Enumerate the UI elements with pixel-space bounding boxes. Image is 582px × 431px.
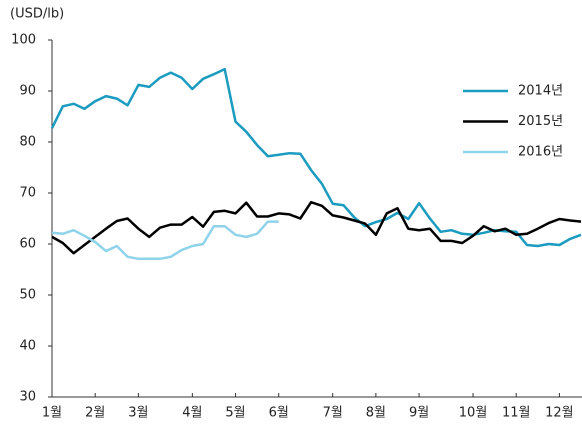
y-axis-label: (USD/lb) xyxy=(10,7,64,22)
legend-label: 2016년 xyxy=(518,145,563,160)
y-tick-label: 40 xyxy=(19,339,36,354)
series-line xyxy=(51,220,279,261)
y-tick-label: 100 xyxy=(11,33,36,48)
x-tick-label: 3월 xyxy=(128,406,148,421)
y-tick-label: 60 xyxy=(19,237,36,252)
y-tick-label: 30 xyxy=(19,390,36,405)
y-tick-label: 90 xyxy=(19,84,36,99)
x-tick-label: 6월 xyxy=(269,406,289,421)
series-line xyxy=(50,67,582,248)
x-tick-label: 10월 xyxy=(459,406,488,421)
series-line xyxy=(51,200,582,255)
y-tick-label: 50 xyxy=(19,288,36,303)
legend-label: 2015년 xyxy=(518,114,563,129)
x-tick-label: 5월 xyxy=(225,406,245,421)
x-tick-label: 1월 xyxy=(42,406,62,421)
x-tick-label: 4월 xyxy=(182,406,202,421)
y-tick-label: 80 xyxy=(19,135,36,150)
x-tick-label: 9월 xyxy=(409,406,429,421)
x-tick-label: 8월 xyxy=(366,406,386,421)
legend-label: 2014년 xyxy=(518,84,563,99)
x-tick-label: 11월 xyxy=(502,406,531,421)
x-tick-label: 2월 xyxy=(85,406,105,421)
y-tick-label: 70 xyxy=(19,186,36,201)
x-tick-label: 7월 xyxy=(323,406,343,421)
x-tick-label: 12월 xyxy=(545,406,574,421)
